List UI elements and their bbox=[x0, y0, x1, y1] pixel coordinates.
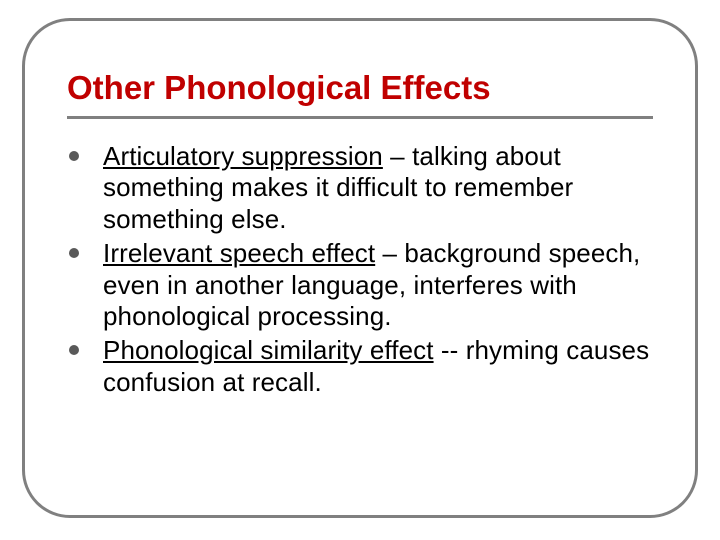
list-item-text: Irrelevant speech effect – background sp… bbox=[103, 238, 653, 333]
term: Articulatory suppression bbox=[103, 141, 383, 171]
bullet-dot-icon bbox=[69, 151, 79, 161]
list-item-text: Phonological similarity effect -- rhymin… bbox=[103, 335, 653, 398]
slide-frame: Other Phonological Effects Articulatory … bbox=[22, 18, 698, 518]
term: Phonological similarity effect bbox=[103, 335, 434, 365]
bullet-dot-icon bbox=[69, 345, 79, 355]
bullet-dot-icon bbox=[69, 248, 79, 258]
list-item: Irrelevant speech effect – background sp… bbox=[69, 238, 653, 333]
list-item: Phonological similarity effect -- rhymin… bbox=[69, 335, 653, 398]
bullet-list: Articulatory suppression – talking about… bbox=[67, 141, 653, 399]
term: Irrelevant speech effect bbox=[103, 238, 375, 268]
slide: Other Phonological Effects Articulatory … bbox=[0, 0, 720, 540]
list-item-text: Articulatory suppression – talking about… bbox=[103, 141, 653, 236]
title-divider bbox=[67, 116, 653, 119]
list-item: Articulatory suppression – talking about… bbox=[69, 141, 653, 236]
slide-title: Other Phonological Effects bbox=[67, 71, 653, 106]
